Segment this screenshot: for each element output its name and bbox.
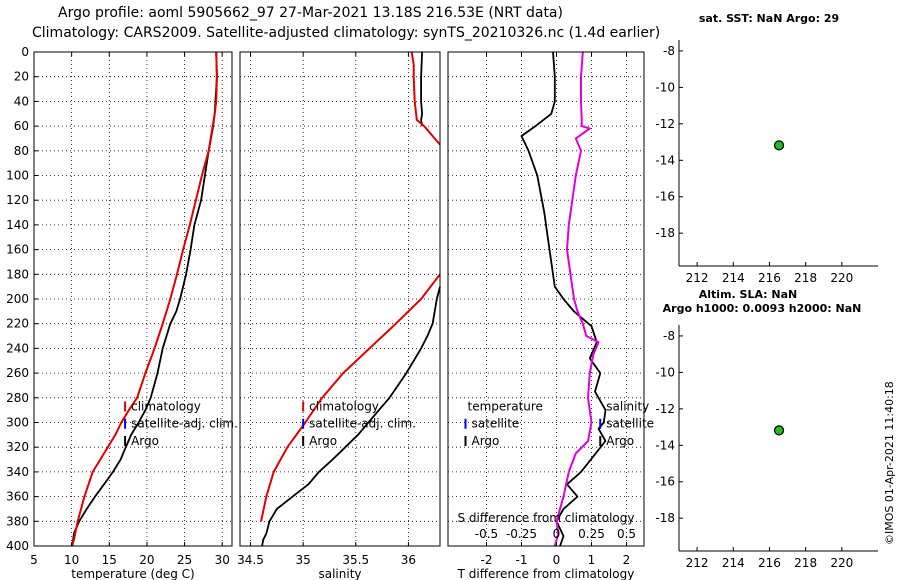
sat-sst-tick-label-x: 218: [794, 271, 817, 285]
depth-tick-label: 140: [6, 218, 29, 232]
depth-tick-label: 220: [6, 317, 29, 331]
salinity-series-argo_upper: [420, 51, 424, 127]
temperature-tick-label: 10: [64, 553, 79, 567]
difference-legend-salinity-argo: Argo: [606, 434, 634, 448]
altim-sla-tick-label-x: 216: [758, 556, 781, 570]
difference-tick-label: 2: [623, 553, 631, 567]
difference-axis-label: T difference from climatology: [457, 567, 635, 580]
depth-tick-label: 60: [14, 119, 29, 133]
difference-s-tick-label: 0.5: [617, 527, 636, 541]
depth-tick-label: 300: [6, 416, 29, 430]
difference-s-tick-label: 0.25: [578, 527, 605, 541]
depth-tick-label: 180: [6, 267, 29, 281]
difference-tick-label: -1: [516, 553, 528, 567]
difference-tick-label: 0: [553, 553, 561, 567]
temperature-legend-satellite: satellite-adj. clim.: [131, 417, 238, 431]
sat-sst-tick-label-y: -10: [655, 80, 675, 94]
altim-sla-argo-location-point: [773, 425, 785, 436]
altim-sla-tick-label-y: -14: [655, 438, 675, 452]
temperature-tick-label: 25: [177, 553, 192, 567]
sat-sst-title: sat. SST: NaN Argo: 29: [699, 12, 839, 25]
salinity-series-climatology_upper: [410, 51, 441, 146]
difference-tick-label: -2: [481, 553, 493, 567]
salinity-frame: [239, 51, 441, 547]
altim-sla-tick-label-x: 212: [686, 556, 709, 570]
sat-sst-tick-label-x: 212: [686, 271, 709, 285]
sat-sst-tick-label-y: -18: [655, 226, 675, 240]
difference-legend-temperature-argo: Argo: [472, 434, 500, 448]
sat-sst-tick-label-y: -16: [655, 190, 675, 204]
salinity-series-climatology: [260, 273, 441, 522]
altim-sla-tick-label-x: 214: [722, 556, 745, 570]
depth-tick-label: 280: [6, 391, 29, 405]
temperature-tick-label: 30: [215, 553, 230, 567]
salinity-tick-label: 35: [296, 553, 311, 567]
sat-sst-tick-label-x: 216: [758, 271, 781, 285]
altim-sla-subtitle: Argo h1000: 0.0093 h2000: NaN: [663, 302, 862, 315]
temperature-legend-argo: Argo: [131, 434, 159, 448]
depth-tick-label: 340: [6, 465, 29, 479]
sat-sst-argo-location-point: [773, 140, 785, 151]
altim-sla-tick-label-x: 220: [830, 556, 853, 570]
salinity-tick-label: 35.5: [342, 553, 369, 567]
page-title-line-1: Argo profile: aoml 5905662_97 27-Mar-202…: [58, 5, 563, 21]
difference-frame: [447, 51, 645, 547]
altim-sla-tick-label-y: -12: [655, 402, 675, 416]
depth-tick-label: 100: [6, 169, 29, 183]
page-title-line-2: Climatology: CARS2009. Satellite-adjuste…: [32, 25, 661, 41]
depth-tick-label: 80: [14, 144, 29, 158]
depth-tick-label: 240: [6, 341, 29, 355]
temperature-axis-label: temperature (deg C): [71, 567, 194, 580]
salinity-axis-label: salinity: [318, 567, 361, 580]
difference-tick-label: 1: [588, 553, 596, 567]
altim-sla-tick-label-y: -10: [655, 365, 675, 379]
salinity-series-argo: [261, 286, 441, 547]
depth-tick-label: 120: [6, 193, 29, 207]
difference-legend-salinity-satellite: satellite: [606, 417, 654, 431]
difference-legend-temperature-satellite: satellite: [472, 417, 520, 431]
depth-tick-label: 0: [21, 45, 29, 59]
temperature-series-climatology: [70, 51, 218, 547]
temperature-legend-climatology: climatology: [131, 399, 201, 413]
difference-s-axis-label: S difference from climatology: [458, 511, 635, 525]
salinity-tick-label: 36: [401, 553, 416, 567]
salinity-legend-satellite: satellite-adj. clim.: [309, 417, 416, 431]
depth-tick-label: 20: [14, 70, 29, 84]
difference-legend-salinity-header: salinity: [606, 399, 649, 413]
depth-tick-label: 40: [14, 94, 29, 108]
depth-tick-label: 380: [6, 514, 29, 528]
salinity-legend-climatology: climatology: [309, 399, 379, 413]
sat-sst-tick-label-y: -14: [655, 153, 675, 167]
altim-sla-tick-label-x: 218: [794, 556, 817, 570]
depth-tick-label: 200: [6, 292, 29, 306]
difference-legend-temperature-header: temperature: [468, 399, 543, 413]
depth-tick-label: 360: [6, 490, 29, 504]
sat-sst-tick-label-x: 214: [722, 271, 745, 285]
temperature-tick-label: 5: [30, 553, 38, 567]
altim-sla-title: Altim. SLA: NaN: [699, 288, 798, 301]
difference-s-tick-label: 0: [553, 527, 561, 541]
altim-sla-tick-label-y: -16: [655, 475, 675, 489]
altim-sla-tick-label-y: -18: [655, 511, 675, 525]
salinity-legend-argo: Argo: [309, 434, 337, 448]
difference-s-tick-label: -0.25: [506, 527, 537, 541]
salinity-tick-label: 34.5: [237, 553, 264, 567]
difference-s-tick-label: -0.5: [475, 527, 498, 541]
sat-sst-tick-label-y: -8: [663, 44, 675, 58]
altim-sla-tick-label-y: -8: [663, 329, 675, 343]
temperature-tick-label: 15: [102, 553, 117, 567]
depth-tick-label: 160: [6, 243, 29, 257]
depth-tick-label: 400: [6, 539, 29, 553]
difference-series-salinity: [553, 51, 600, 547]
sat-sst-tick-label-x: 220: [830, 271, 853, 285]
temperature-tick-label: 20: [139, 553, 154, 567]
sat-sst-tick-label-y: -12: [655, 117, 675, 131]
depth-tick-label: 320: [6, 440, 29, 454]
depth-tick-label: 260: [6, 366, 29, 380]
